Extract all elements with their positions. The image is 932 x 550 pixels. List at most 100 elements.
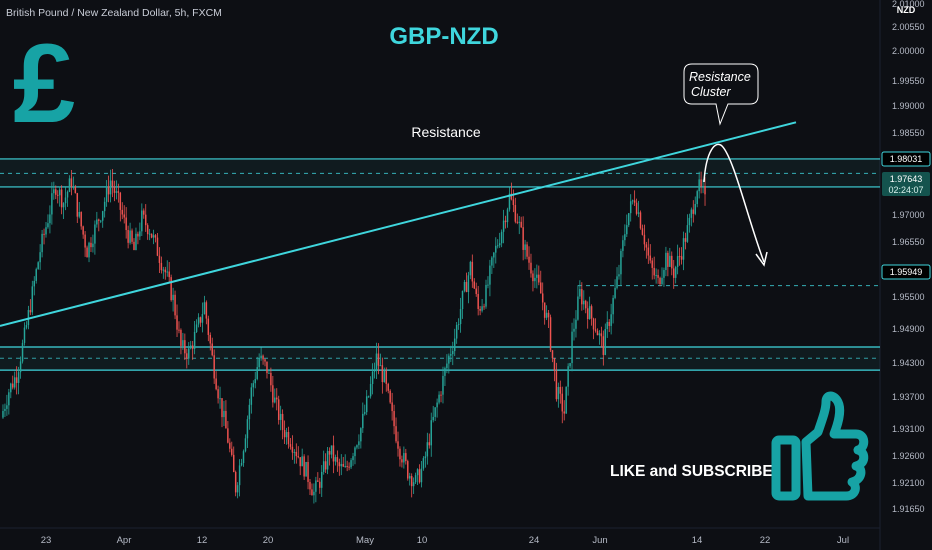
candle-body [592, 318, 595, 330]
candle [448, 353, 450, 374]
candle-body [626, 225, 628, 235]
candle-body [315, 480, 317, 492]
candle [201, 302, 204, 333]
candle-body [274, 397, 276, 403]
candle [293, 449, 296, 464]
candle [225, 400, 227, 429]
candle [455, 321, 458, 344]
level-zones [0, 158, 880, 371]
candle [373, 362, 376, 379]
candle-body [471, 261, 474, 282]
thumbs-up-icon[interactable] [771, 391, 869, 501]
candle-body [19, 361, 22, 373]
candle [672, 260, 675, 289]
candle [631, 199, 634, 205]
candle-body [242, 451, 245, 464]
resistance-cluster-callout[interactable]: Resistance Cluster [683, 63, 759, 126]
candle-body [27, 310, 30, 326]
candle [487, 276, 489, 289]
price-tag-outline [881, 264, 931, 280]
candle [678, 247, 681, 266]
candle-body [217, 389, 219, 399]
candle-body [338, 462, 341, 467]
candle-body [60, 189, 63, 208]
candle-body [68, 178, 71, 192]
candle-body [502, 220, 505, 232]
candle-body [647, 247, 650, 256]
trendline-group[interactable] [0, 121, 797, 327]
candle-body [266, 361, 268, 374]
candle-body [481, 306, 483, 311]
candle [76, 192, 79, 224]
candle [379, 353, 382, 367]
candle [573, 318, 575, 341]
candle [403, 446, 405, 469]
candle [150, 233, 153, 239]
candle-body [442, 375, 444, 395]
candle [506, 207, 509, 228]
candle-body [651, 260, 653, 268]
candle [299, 457, 301, 476]
candle-body [33, 280, 36, 287]
candle-body [168, 271, 170, 278]
candle [86, 245, 88, 258]
candle [121, 202, 124, 220]
candle-body [379, 365, 382, 367]
candle [346, 460, 348, 472]
candle [534, 268, 536, 288]
candle [463, 279, 466, 293]
candle [154, 233, 157, 243]
projection-arrow[interactable] [703, 143, 768, 267]
candle-body [606, 321, 608, 330]
candle-body [577, 296, 579, 320]
candle-body [39, 252, 41, 263]
candle-body [100, 220, 102, 222]
candle-body [193, 331, 196, 349]
candle-body [420, 468, 423, 483]
candle-body [4, 408, 6, 411]
current-price-tag-text: 02:24:07 [888, 185, 923, 195]
candle [440, 391, 442, 403]
resistance-trendline[interactable] [0, 121, 797, 327]
candle-body [90, 242, 92, 248]
time-tick-label: 10 [417, 535, 428, 546]
candle [422, 456, 425, 471]
price-tick-label: 1.92100 [892, 478, 925, 488]
candle [319, 477, 321, 494]
candle [510, 182, 513, 201]
candle [395, 417, 397, 444]
candle [103, 197, 106, 218]
candle [579, 280, 581, 300]
resistance-price-tag-text: 1.98031 [890, 154, 923, 164]
candle [113, 180, 116, 202]
candle-body [103, 201, 106, 212]
candle [483, 303, 485, 310]
candle [571, 322, 573, 372]
candle-body [82, 226, 84, 235]
candle [326, 446, 329, 475]
candle [320, 465, 323, 497]
candle-body [174, 294, 176, 316]
candle-body [461, 290, 464, 310]
candle-body [21, 342, 24, 362]
candle [688, 213, 691, 233]
candle [700, 171, 702, 194]
candle [360, 427, 362, 449]
candle [334, 454, 337, 466]
candle [559, 380, 562, 404]
candle-body [143, 210, 145, 215]
candle [692, 200, 695, 223]
candle-body [207, 318, 210, 335]
candle [600, 326, 603, 348]
candle [671, 251, 673, 276]
candle-body [8, 392, 10, 406]
candle [649, 244, 652, 264]
candle [328, 447, 331, 466]
candle-body [367, 396, 370, 398]
candle [232, 446, 235, 473]
price-tick-label: 1.93100 [892, 424, 925, 434]
candle-body [583, 300, 585, 305]
candle [401, 455, 403, 468]
